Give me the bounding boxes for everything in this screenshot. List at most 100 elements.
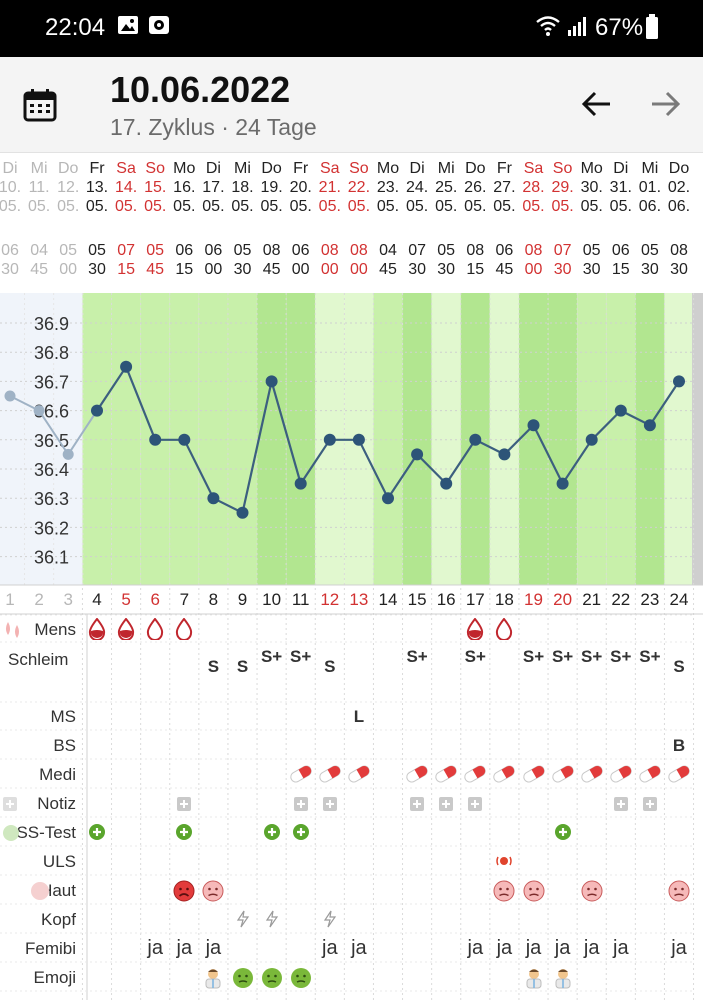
emoji-doctor-icon[interactable]	[552, 967, 574, 994]
note-icon[interactable]	[322, 796, 338, 817]
day-column-header[interactable]: Mi 18. 05. 05 30	[228, 153, 257, 293]
day-column-header[interactable]: Di 24. 05. 07 30	[403, 153, 432, 293]
note-icon[interactable]	[642, 796, 658, 817]
day-column-header[interactable]: Sa 28. 05. 08 00	[519, 153, 548, 293]
day-column-header[interactable]: Mi 01. 06. 05 30	[635, 153, 664, 293]
femibi-mark[interactable]: ja	[147, 937, 163, 959]
note-icon[interactable]	[293, 796, 309, 817]
femibi-mark[interactable]: ja	[205, 937, 222, 959]
day-column-header[interactable]: Do 12. 05. 05 00	[54, 153, 83, 293]
pregnancy-test-icon[interactable]	[554, 823, 572, 846]
pill-icon[interactable]	[317, 765, 343, 788]
note-icon[interactable]	[176, 796, 192, 817]
ms-mark[interactable]: L	[353, 707, 365, 726]
day-column-header[interactable]: Di 10. 05. 06 30	[0, 153, 25, 293]
pregnancy-test-icon[interactable]	[263, 823, 281, 846]
note-icon[interactable]	[438, 796, 454, 817]
day-column-header[interactable]: Mo 30. 05. 05 30	[577, 153, 606, 293]
day-column-header[interactable]: Mo 16. 05. 06 15	[170, 153, 199, 293]
skin-neutral-icon[interactable]	[493, 880, 515, 907]
day-column-header[interactable]: Di 31. 05. 06 15	[606, 153, 635, 293]
pill-icon[interactable]	[521, 765, 547, 788]
pill-icon[interactable]	[346, 765, 372, 788]
blood-drop-outline-icon[interactable]	[495, 617, 513, 645]
pill-icon[interactable]	[608, 765, 634, 788]
schleim-mark[interactable]: S+	[551, 647, 574, 666]
schleim-mark[interactable]: S+	[464, 647, 486, 666]
femibi-mark[interactable]: ja	[671, 937, 687, 959]
blood-drop-outline-icon[interactable]	[146, 617, 164, 645]
blood-drop-outline-icon[interactable]	[175, 617, 193, 645]
femibi-mark[interactable]: ja	[496, 937, 513, 959]
skin-neutral-icon[interactable]	[668, 880, 690, 907]
emoji-sick-icon[interactable]	[290, 967, 312, 994]
femibi-mark[interactable]: ja	[176, 937, 193, 959]
skin-neutral-icon[interactable]	[523, 880, 545, 907]
schleim-mark[interactable]: S	[673, 657, 685, 676]
schleim-mark[interactable]: S+	[639, 647, 661, 666]
arrow-right-icon[interactable]	[648, 87, 682, 121]
note-icon[interactable]	[613, 796, 629, 817]
schleim-mark[interactable]: S+	[610, 647, 632, 666]
day-column-header[interactable]: Sa 14. 05. 07 15	[112, 153, 141, 293]
day-column-header[interactable]: So 15. 05. 05 45	[141, 153, 170, 293]
femibi-mark[interactable]: ja	[322, 937, 338, 959]
schleim-mark[interactable]: S+	[522, 647, 545, 666]
schleim-mark[interactable]: S	[236, 657, 249, 676]
pill-icon[interactable]	[550, 765, 576, 788]
bs-mark[interactable]: B	[672, 736, 686, 755]
schleim-mark[interactable]: S+	[290, 647, 312, 666]
emoji-doctor-icon[interactable]	[202, 967, 224, 994]
headache-icon[interactable]	[323, 910, 337, 933]
day-column-header[interactable]: Fr 13. 05. 05 30	[83, 153, 112, 293]
pill-icon[interactable]	[462, 765, 488, 788]
blood-drop-filled-icon[interactable]	[117, 617, 135, 645]
femibi-mark[interactable]: ja	[613, 937, 629, 959]
skin-neutral-icon[interactable]	[581, 880, 603, 907]
day-column-header[interactable]: Sa 21. 05. 08 00	[315, 153, 344, 293]
pill-icon[interactable]	[666, 765, 692, 788]
day-column-header[interactable]: Mi 25. 05. 05 30	[432, 153, 461, 293]
day-column-header[interactable]: Do 19. 05. 08 45	[257, 153, 286, 293]
pill-icon[interactable]	[579, 765, 605, 788]
emoji-sick-icon[interactable]	[261, 967, 283, 994]
schleim-mark[interactable]: S+	[406, 647, 428, 666]
pregnancy-test-icon[interactable]	[292, 823, 310, 846]
femibi-mark[interactable]: ja	[467, 937, 484, 959]
day-column-header[interactable]: Mi 11. 05. 04 45	[25, 153, 54, 293]
day-column-header[interactable]: F00	[694, 153, 703, 293]
pill-icon[interactable]	[491, 765, 517, 788]
emoji-sick-icon[interactable]	[232, 967, 254, 994]
pill-icon[interactable]	[433, 765, 459, 788]
day-column-header[interactable]: So 29. 05. 07 30	[548, 153, 577, 293]
headache-icon[interactable]	[265, 910, 279, 933]
ultrasound-icon[interactable]	[495, 852, 513, 875]
note-icon[interactable]	[409, 796, 425, 817]
temperature-chart[interactable]: 36.936.836.736.636.536.436.336.236.1	[0, 293, 703, 1000]
skin-neutral-icon[interactable]	[202, 880, 224, 907]
day-column-header[interactable]: Mo 23. 05. 04 45	[374, 153, 403, 293]
pregnancy-test-icon[interactable]	[88, 823, 106, 846]
schleim-mark[interactable]: S	[324, 657, 336, 676]
arrow-left-icon[interactable]	[580, 87, 614, 121]
pill-icon[interactable]	[637, 765, 663, 788]
femibi-mark[interactable]: ja	[583, 937, 600, 959]
pregnancy-test-icon[interactable]	[175, 823, 193, 846]
femibi-mark[interactable]: ja	[351, 937, 367, 959]
day-column-header[interactable]: Di 17. 05. 06 00	[199, 153, 228, 293]
day-column-header[interactable]: So 22. 05. 08 00	[344, 153, 373, 293]
calendar-icon[interactable]	[22, 87, 58, 123]
schleim-mark[interactable]: S+	[260, 647, 283, 666]
pill-icon[interactable]	[288, 765, 314, 788]
day-column-header[interactable]: Fr 27. 05. 06 45	[490, 153, 519, 293]
skin-bad-icon[interactable]	[173, 880, 195, 907]
femibi-mark[interactable]: ja	[525, 937, 542, 959]
schleim-mark[interactable]: S	[207, 657, 220, 676]
schleim-mark[interactable]: S+	[581, 647, 603, 666]
note-icon[interactable]	[467, 796, 483, 817]
pill-icon[interactable]	[404, 765, 430, 788]
emoji-doctor-icon[interactable]	[523, 967, 545, 994]
day-column-header[interactable]: Do 02. 06. 08 30	[665, 153, 694, 293]
blood-drop-filled-icon[interactable]	[88, 617, 106, 645]
headache-icon[interactable]	[236, 910, 250, 933]
